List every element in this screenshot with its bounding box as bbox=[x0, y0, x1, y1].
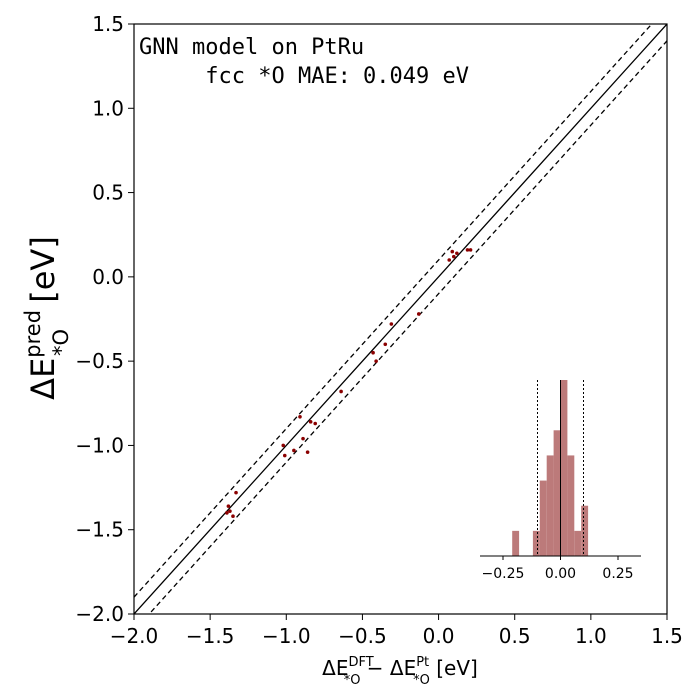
data-point bbox=[371, 350, 375, 355]
y-label-sub: *O bbox=[49, 329, 73, 356]
histogram-bar bbox=[539, 480, 547, 556]
data-point bbox=[455, 251, 459, 256]
x-tick-label: −0.5 bbox=[338, 624, 387, 648]
histogram-bar bbox=[574, 530, 582, 556]
plot-frame bbox=[133, 23, 668, 615]
histogram-bar bbox=[553, 430, 561, 556]
mae-label: fcc *O MAE: bbox=[205, 64, 351, 89]
data-point bbox=[339, 389, 343, 394]
x-axis-ticks: −2.0 −1.5 −1.0 −0.5 0.0 0.5 1.0 1.5 bbox=[110, 614, 683, 648]
svg-text:ΔEpred*O [eV]: ΔEpred *O [eV] bbox=[21, 236, 73, 400]
data-point bbox=[313, 421, 318, 426]
x-tick-label: 1.5 bbox=[651, 624, 683, 648]
inset-x-tick-label: 0.00 bbox=[545, 566, 576, 582]
data-point bbox=[465, 248, 470, 252]
inset-x-tick-label: 0.25 bbox=[602, 566, 633, 582]
reference-lines bbox=[134, 24, 667, 614]
y-tick-label: −2.0 bbox=[75, 602, 124, 626]
histogram-bar bbox=[581, 505, 589, 556]
scatter-points bbox=[225, 248, 473, 519]
data-point bbox=[450, 249, 455, 254]
x-label-main: ΔE bbox=[322, 656, 348, 680]
histogram-bar bbox=[532, 530, 540, 556]
data-point bbox=[383, 342, 388, 347]
mae-value: 0.049 eV bbox=[363, 64, 469, 89]
data-point bbox=[389, 322, 394, 326]
parity-line bbox=[134, 24, 667, 614]
data-point bbox=[231, 514, 235, 519]
x-axis-label: ΔEDFT *O − ΔEPt *O [eV] bbox=[322, 655, 478, 688]
data-point bbox=[281, 443, 286, 448]
histogram-bar bbox=[560, 380, 568, 556]
data-point bbox=[225, 511, 229, 515]
y-axis-ticks: −2.0 −1.5 −1.0 −0.5 0.0 0.5 1.0 1.5 bbox=[75, 12, 134, 626]
x-label-minus: − ΔE bbox=[360, 656, 416, 680]
x-label-sub2: *O bbox=[413, 673, 430, 688]
x-tick-label: −1.0 bbox=[262, 624, 311, 648]
data-point bbox=[305, 450, 310, 454]
y-tick-label: −1.5 bbox=[75, 518, 124, 542]
x-label-sup2: Pt bbox=[416, 655, 429, 670]
histogram-bar bbox=[567, 455, 575, 556]
y-label-sup: pred bbox=[21, 310, 45, 358]
x-tick-label: −2.0 bbox=[110, 624, 159, 648]
model-annotation: GNN model on PtRu bbox=[139, 35, 364, 60]
y-tick-label: 0.0 bbox=[92, 265, 124, 289]
data-point bbox=[282, 453, 287, 458]
x-label-unit: [eV] bbox=[430, 656, 478, 680]
data-point bbox=[234, 490, 238, 495]
y-axis-label: ΔEpred *O [eV] bbox=[21, 236, 73, 400]
data-point bbox=[416, 312, 421, 316]
y-tick-label: −1.0 bbox=[75, 433, 124, 457]
x-tick-label: 0.5 bbox=[499, 624, 531, 648]
y-tick-label: 1.0 bbox=[92, 96, 124, 120]
y-tick-label: 1.5 bbox=[92, 12, 124, 36]
x-label-sub: *O bbox=[344, 673, 361, 688]
histogram-bar bbox=[512, 530, 520, 556]
x-tick-label: 0.0 bbox=[423, 624, 455, 648]
data-point bbox=[452, 254, 456, 259]
inset-reference-lines bbox=[537, 380, 584, 556]
y-label-unit: [eV] bbox=[24, 236, 62, 313]
inset-histogram: −0.25 0.00 0.25 bbox=[480, 380, 641, 582]
data-point bbox=[308, 420, 313, 424]
x-tick-label: 1.0 bbox=[575, 624, 607, 648]
data-point bbox=[292, 448, 296, 453]
inset-histogram-bars bbox=[512, 380, 589, 556]
x-tick-label: −1.5 bbox=[186, 624, 235, 648]
y-tick-label: −0.5 bbox=[75, 349, 124, 373]
inset-x-tick-label: −0.25 bbox=[482, 566, 525, 582]
data-point bbox=[468, 248, 473, 252]
data-point bbox=[228, 509, 232, 513]
y-tick-label: 0.5 bbox=[92, 181, 124, 205]
histogram-bar bbox=[546, 455, 554, 556]
data-point bbox=[374, 359, 378, 363]
inset-x-ticks: −0.25 0.00 0.25 bbox=[482, 556, 634, 582]
data-point bbox=[301, 436, 305, 441]
data-point bbox=[226, 504, 231, 508]
x-label-sup: DFT bbox=[348, 655, 373, 670]
mae-annotation: fcc *O MAE: 0.049 eV bbox=[139, 64, 509, 89]
data-point bbox=[447, 258, 452, 262]
data-point bbox=[298, 414, 302, 419]
y-label-main: ΔE bbox=[24, 358, 62, 400]
